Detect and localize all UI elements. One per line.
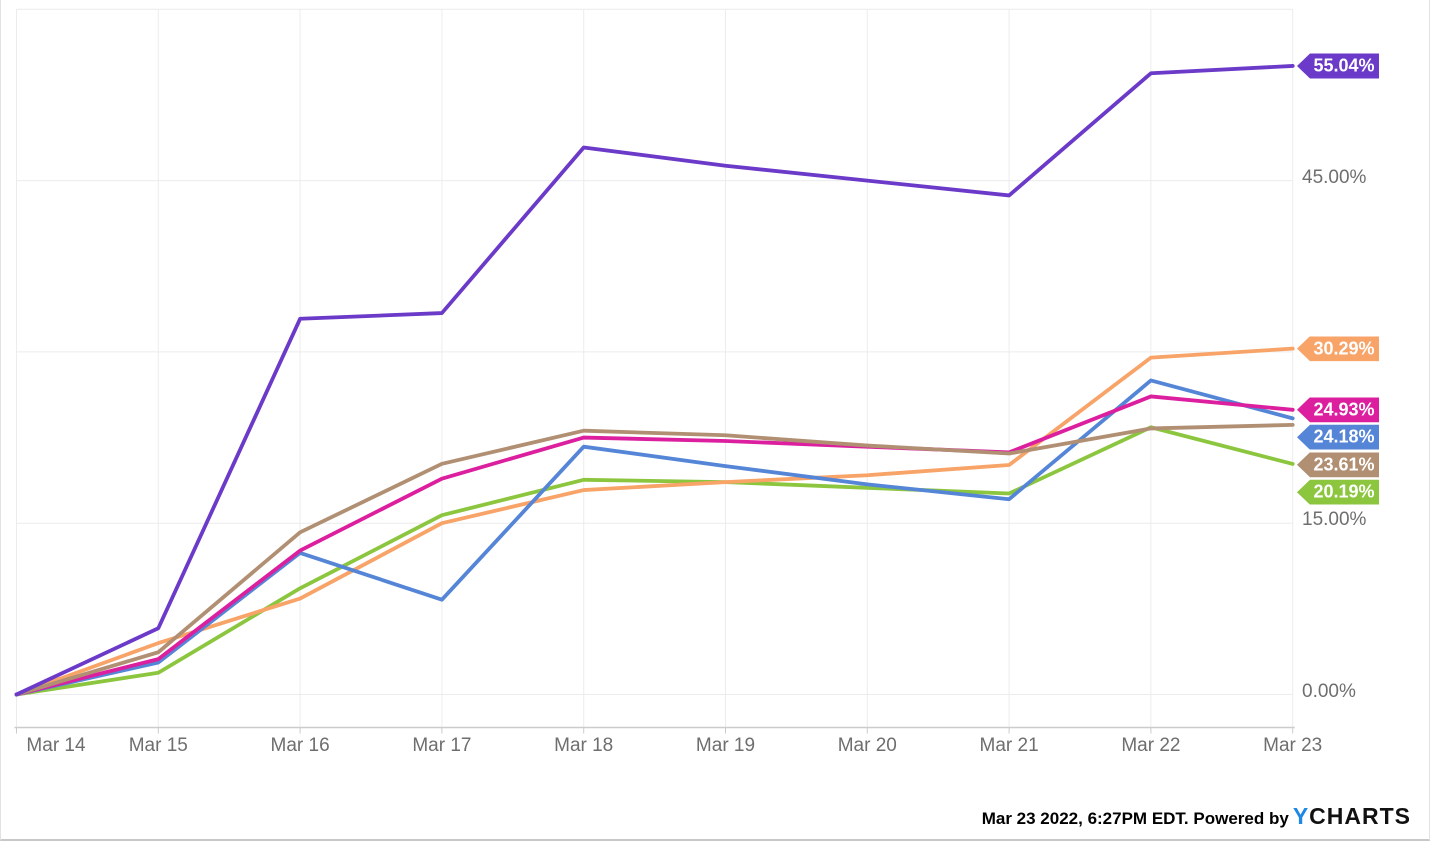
series-line-magenta-series <box>14 394 1295 697</box>
series-line-purple-series <box>14 64 1295 697</box>
x-tick-label: Mar 23 <box>1263 735 1323 756</box>
series-end-label-badge-green-series: 20.19% <box>1297 479 1379 505</box>
x-tick-label: Mar 16 <box>270 735 330 756</box>
series-line-brown-series <box>14 422 1295 697</box>
footer-powered-by: Powered by <box>1193 809 1289 828</box>
x-tick-label: Mar 21 <box>979 735 1039 756</box>
series-line-green-series <box>14 425 1295 697</box>
x-tick-label: Mar 17 <box>412 735 472 756</box>
series-line-orange-series <box>14 346 1295 697</box>
x-tick-label: Mar 14 <box>26 735 86 756</box>
x-tick-label: Mar 22 <box>1121 735 1181 756</box>
chart-plot-area[interactable] <box>1 0 1430 800</box>
x-tick-label: Mar 18 <box>554 735 614 756</box>
series-end-label-badge-purple-series: 55.04% <box>1297 53 1379 79</box>
ycharts-logo: YCHARTS <box>1293 803 1411 830</box>
series-end-label-badge-magenta-series: 24.93% <box>1297 397 1379 423</box>
y-tick-label: 15.00% <box>1302 509 1367 531</box>
series-end-label-badge-blue-series: 24.18% <box>1297 424 1379 450</box>
ycharts-logo-charts: CHARTS <box>1309 803 1411 829</box>
x-tick-label: Mar 20 <box>837 735 897 756</box>
x-tick-label: Mar 15 <box>128 735 188 756</box>
y-tick-label: 0.00% <box>1302 680 1356 702</box>
series-end-label-badge-brown-series: 23.61% <box>1297 452 1379 478</box>
series-end-label-badge-orange-series: 30.29% <box>1297 336 1379 362</box>
ycharts-logo-y: Y <box>1292 803 1310 829</box>
y-tick-label: 45.00% <box>1302 166 1367 188</box>
series-line-blue-series <box>14 378 1295 697</box>
x-tick-label: Mar 19 <box>695 735 756 756</box>
footer-timestamp: Mar 23 2022, 6:27PM EDT. <box>981 809 1194 828</box>
chart-footer: Mar 23 2022, 6:27PM EDT. Powered by YCHAR… <box>982 803 1411 830</box>
